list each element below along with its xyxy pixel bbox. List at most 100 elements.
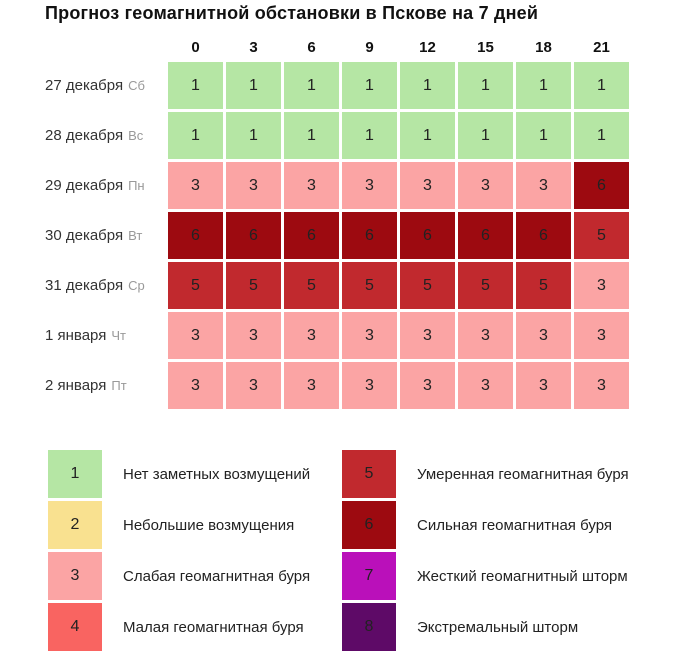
- row-label: 31 декабря Ср: [0, 262, 165, 309]
- weekday-label: Чт: [111, 328, 126, 343]
- forecast-cell: 1: [168, 112, 223, 159]
- page-title: Прогноз геомагнитной обстановки в Пскове…: [45, 3, 539, 23]
- forecast-cell: 6: [458, 212, 513, 259]
- date-label: 29 декабря: [45, 177, 124, 194]
- forecast-cell: 3: [400, 162, 455, 209]
- weekday-label: Вс: [128, 128, 144, 143]
- forecast-cell: 6: [516, 212, 571, 259]
- hour-header-0: 0: [191, 39, 200, 56]
- table-corner-spacer: [0, 33, 165, 59]
- legend-label: Экстремальный шторм: [417, 618, 579, 636]
- forecast-cell: 3: [342, 162, 397, 209]
- legend-column-left: 1 Нет заметных возмущений 2 Небольшие во…: [48, 450, 342, 651]
- date-label: 28 декабря: [45, 127, 124, 144]
- legend-item: 6 Сильная геомагнитная буря: [342, 501, 629, 549]
- hour-header-15: 15: [477, 39, 494, 56]
- date-label: 31 декабря: [45, 277, 124, 294]
- forecast-cell: 6: [168, 212, 223, 259]
- forecast-cell: 1: [342, 62, 397, 109]
- date-label: 27 декабря: [45, 77, 124, 94]
- forecast-cell: 3: [516, 362, 571, 409]
- forecast-cell: 3: [574, 262, 629, 309]
- weekday-label: Вт: [128, 228, 143, 243]
- forecast-cell: 1: [574, 112, 629, 159]
- forecast-cell: 3: [400, 312, 455, 359]
- legend-item: 8 Экстремальный шторм: [342, 603, 629, 651]
- forecast-cell: 3: [168, 362, 223, 409]
- legend-item: 2 Небольшие возмущения: [48, 501, 342, 549]
- forecast-table: 0 3 6 9 12 15 18 21 27 декабря Сб 1 1 1 1…: [0, 33, 629, 409]
- forecast-cell: 5: [168, 262, 223, 309]
- forecast-cell: 1: [516, 112, 571, 159]
- forecast-cell: 5: [516, 262, 571, 309]
- forecast-cell: 1: [516, 62, 571, 109]
- forecast-cell: 1: [574, 62, 629, 109]
- row-label: 1 января Чт: [0, 312, 165, 359]
- forecast-cell: 3: [226, 162, 281, 209]
- legend-swatch: 4: [48, 603, 102, 651]
- forecast-cell: 3: [226, 362, 281, 409]
- forecast-cell: 6: [284, 212, 339, 259]
- forecast-cell: 6: [226, 212, 281, 259]
- forecast-cell: 3: [284, 362, 339, 409]
- hour-header-6: 6: [307, 39, 316, 56]
- row-label: 27 декабря Сб: [0, 62, 165, 109]
- legend-label: Небольшие возмущения: [123, 516, 295, 534]
- forecast-cell: 3: [284, 312, 339, 359]
- legend-item: 3 Слабая геомагнитная буря: [48, 552, 342, 600]
- legend-swatch: 2: [48, 501, 102, 549]
- hour-header-9: 9: [365, 39, 374, 56]
- forecast-cell: 1: [226, 62, 281, 109]
- legend-label: Нет заметных возмущений: [123, 465, 311, 483]
- forecast-cell: 3: [168, 162, 223, 209]
- forecast-cell: 1: [458, 112, 513, 159]
- forecast-cell: 3: [284, 162, 339, 209]
- legend-label: Умеренная геомагнитная буря: [417, 465, 629, 483]
- forecast-cell: 6: [574, 162, 629, 209]
- forecast-cell: 5: [284, 262, 339, 309]
- legend-swatch: 1: [48, 450, 102, 498]
- forecast-cell: 3: [574, 362, 629, 409]
- legend-swatch: 3: [48, 552, 102, 600]
- forecast-cell: 3: [458, 162, 513, 209]
- forecast-cell: 5: [574, 212, 629, 259]
- forecast-cell: 1: [284, 112, 339, 159]
- hour-header-3: 3: [249, 39, 258, 56]
- forecast-cell: 3: [516, 312, 571, 359]
- forecast-cell: 3: [458, 312, 513, 359]
- legend: 1 Нет заметных возмущений 2 Небольшие во…: [48, 450, 629, 651]
- legend-item: 7 Жесткий геомагнитный шторм: [342, 552, 629, 600]
- forecast-cell: 1: [226, 112, 281, 159]
- row-label: 30 декабря Вт: [0, 212, 165, 259]
- forecast-cell: 5: [226, 262, 281, 309]
- forecast-cell: 6: [342, 212, 397, 259]
- forecast-cell: 3: [516, 162, 571, 209]
- legend-item: 5 Умеренная геомагнитная буря: [342, 450, 629, 498]
- hour-header-18: 18: [535, 39, 552, 56]
- date-label: 2 января: [45, 377, 107, 394]
- date-label: 30 декабря: [45, 227, 124, 244]
- forecast-cell: 3: [226, 312, 281, 359]
- forecast-cell: 3: [168, 312, 223, 359]
- forecast-cell: 3: [400, 362, 455, 409]
- forecast-cell: 1: [458, 62, 513, 109]
- legend-swatch: 7: [342, 552, 396, 600]
- forecast-cell: 1: [168, 62, 223, 109]
- row-label: 2 января Пт: [0, 362, 165, 409]
- legend-column-right: 5 Умеренная геомагнитная буря 6 Сильная …: [342, 450, 629, 651]
- legend-swatch: 5: [342, 450, 396, 498]
- forecast-cell: 5: [458, 262, 513, 309]
- forecast-cell: 6: [400, 212, 455, 259]
- hour-header-12: 12: [419, 39, 436, 56]
- weekday-label: Пт: [111, 378, 127, 393]
- forecast-cell: 5: [342, 262, 397, 309]
- legend-swatch: 6: [342, 501, 396, 549]
- forecast-cell: 1: [400, 112, 455, 159]
- hour-header-21: 21: [593, 39, 610, 56]
- forecast-cell: 5: [400, 262, 455, 309]
- row-label: 29 декабря Пн: [0, 162, 165, 209]
- legend-item: 4 Малая геомагнитная буря: [48, 603, 342, 651]
- legend-label: Сильная геомагнитная буря: [417, 516, 612, 534]
- legend-swatch: 8: [342, 603, 396, 651]
